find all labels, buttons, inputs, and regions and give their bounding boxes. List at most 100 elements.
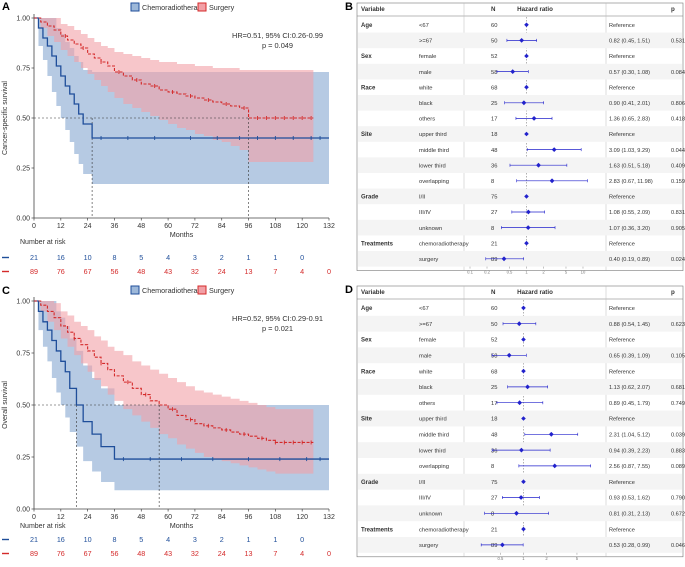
risk-count: 21 bbox=[30, 535, 38, 544]
forest-group-label: Treatments bbox=[361, 527, 394, 533]
forest-p-value: 0.409 bbox=[671, 163, 685, 169]
forest-reference-point bbox=[521, 337, 526, 342]
forest-n-value: 89 bbox=[491, 543, 497, 549]
forest-level-label: unknown bbox=[419, 512, 442, 518]
legend-swatch-chemo bbox=[130, 285, 140, 295]
legend-label-surgery: Surgery bbox=[209, 286, 235, 295]
risk-count: 1 bbox=[273, 535, 277, 544]
forest-level-label: overlapping bbox=[419, 179, 449, 185]
legend-label-surgery: Surgery bbox=[209, 3, 235, 12]
forest-n-value: 50 bbox=[491, 39, 497, 45]
forest-reference-point bbox=[524, 84, 529, 90]
forest-level-label: others bbox=[419, 117, 435, 123]
forest-point-estimate bbox=[516, 321, 522, 327]
forest-point-estimate bbox=[525, 225, 531, 230]
risk-count: 1 bbox=[247, 535, 251, 544]
legend-swatch-chemo bbox=[130, 2, 140, 12]
forest-hr-text: 0.89 (0.45, 1.79) bbox=[609, 401, 650, 407]
forest-hr-text: Reference bbox=[609, 241, 635, 247]
forest-row-shade bbox=[358, 126, 682, 142]
x-tick-label: 72 bbox=[191, 514, 199, 521]
forest-level-label: chemoradiotherapy bbox=[419, 241, 469, 247]
forest-x-tick-label: 1 bbox=[522, 556, 525, 561]
y-tick-label: 0.00 bbox=[16, 507, 30, 514]
forest-group-label: Site bbox=[361, 417, 373, 423]
forest-p-value: 0.105 bbox=[671, 354, 685, 360]
forest-hr-text: 0.88 (0.54, 1.45) bbox=[609, 322, 650, 328]
p-annotation: p = 0.021 bbox=[262, 324, 293, 333]
forest-n-value: 89 bbox=[491, 257, 497, 263]
y-tick-label: 0.75 bbox=[16, 66, 30, 73]
y-tick-label: 0.50 bbox=[16, 116, 30, 123]
risk-count: 8 bbox=[112, 535, 116, 544]
forest-p-value: 0.159 bbox=[671, 179, 685, 185]
risk-count: 0 bbox=[327, 267, 331, 276]
risk-count: 3 bbox=[193, 253, 197, 262]
x-tick-label: 96 bbox=[245, 514, 253, 521]
panel-letter: C bbox=[2, 285, 10, 297]
risk-count: 4 bbox=[300, 549, 304, 558]
forest-p-value: 0.623 bbox=[671, 322, 685, 328]
forest-reference-point bbox=[524, 22, 529, 28]
forest-reference-point bbox=[524, 194, 529, 199]
x-tick-label: 84 bbox=[218, 223, 226, 230]
forest-n-value: 75 bbox=[491, 195, 497, 201]
forest-n-value: 21 bbox=[491, 527, 497, 533]
forest-x-tick-label: 0.5 bbox=[507, 270, 513, 275]
forest-reference-point bbox=[521, 305, 526, 311]
y-tick-label: 0.00 bbox=[16, 216, 30, 223]
risk-count: 2 bbox=[220, 535, 224, 544]
risk-count: 21 bbox=[30, 253, 38, 262]
forest-group-label: Age bbox=[361, 23, 373, 29]
x-tick-label: 12 bbox=[57, 223, 65, 230]
panel-letter: B bbox=[345, 1, 353, 13]
legend-swatch-surgery bbox=[197, 2, 207, 12]
forest-n-value: 17 bbox=[491, 117, 497, 123]
forest-hr-text: Reference bbox=[609, 369, 635, 375]
forest-hr-text: Reference bbox=[609, 54, 635, 60]
forest-reference-point bbox=[521, 526, 526, 532]
legend-label-chemo: Chemoradiotherapy bbox=[142, 286, 206, 295]
forest-n-value: 48 bbox=[491, 433, 497, 439]
forest-hr-text: Reference bbox=[609, 527, 635, 533]
risk-count: 32 bbox=[191, 549, 199, 558]
forest-p-value: 0.806 bbox=[671, 101, 685, 107]
risk-count: 10 bbox=[84, 253, 92, 262]
forest-hr-text: 2.56 (0.87, 7.55) bbox=[609, 464, 650, 470]
x-tick-label: 48 bbox=[137, 223, 145, 230]
risk-count: 67 bbox=[84, 549, 92, 558]
forest-level-label: unknown bbox=[419, 226, 442, 232]
risk-count: 76 bbox=[57, 267, 65, 276]
forest-point-estimate bbox=[548, 431, 554, 437]
forest-n-value: 27 bbox=[491, 496, 497, 502]
forest-n-value: 52 bbox=[491, 338, 497, 344]
x-axis-label: Months bbox=[170, 521, 194, 530]
forest-group-label: Grade bbox=[361, 480, 379, 486]
forest-hr-text: 1.08 (0.55, 2.09) bbox=[609, 210, 650, 216]
forest-n-value: 68 bbox=[491, 85, 497, 91]
forest-p-value: 0.531 bbox=[671, 39, 685, 45]
forest-header-n: N bbox=[491, 289, 496, 296]
risk-count: 13 bbox=[245, 549, 253, 558]
forest-hr-text: 3.09 (1.03, 9.29) bbox=[609, 148, 650, 154]
forest-level-label: male bbox=[419, 354, 432, 360]
forest-p-value: 0.089 bbox=[671, 464, 685, 470]
forest-header-hr: Hazard ratio bbox=[517, 289, 553, 296]
forest-n-value: 27 bbox=[491, 210, 497, 216]
x-tick-label: 108 bbox=[270, 514, 282, 521]
forest-level-label: surgery bbox=[419, 543, 438, 549]
km-legend: Chemoradiotherapy Surgery bbox=[130, 2, 235, 12]
forest-n-value: 18 bbox=[491, 132, 497, 138]
forest-row-shade bbox=[358, 473, 682, 490]
ci-band-surgery bbox=[34, 18, 314, 162]
risk-count: 4 bbox=[300, 267, 304, 276]
forest-level-label: male bbox=[419, 70, 432, 76]
x-tick-label: 60 bbox=[164, 223, 172, 230]
forest-p-value: 0.790 bbox=[671, 496, 685, 502]
forest-reference-point bbox=[521, 479, 526, 484]
risk-count: 32 bbox=[191, 267, 199, 276]
forest-n-value: 8 bbox=[491, 464, 494, 470]
forest-point-estimate bbox=[514, 510, 519, 516]
forest-hr-text: Reference bbox=[609, 480, 635, 486]
